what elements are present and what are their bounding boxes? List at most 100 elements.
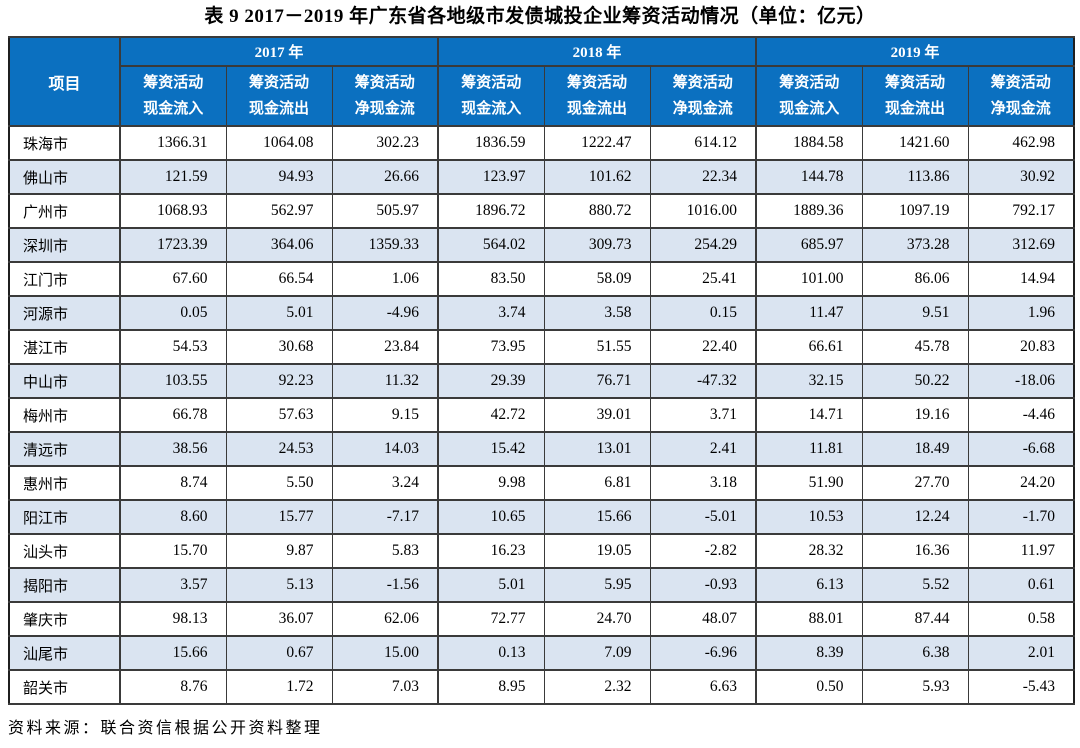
value-cell: 11.81 [755,431,863,467]
value-cell: 73.95 [437,329,545,365]
value-cell: 1.72 [225,669,333,705]
value-cell: 54.53 [119,329,227,365]
value-cell: 28.32 [755,533,863,569]
table-row: 佛山市 121.59 94.93 26.66 123.97 101.62 22.34 144.… [8,159,1075,195]
value-cell: 3.24 [331,465,439,501]
value-cell: 9.98 [437,465,545,501]
value-cell: 3.74 [437,295,545,331]
value-cell: 1836.59 [437,125,545,161]
city-name: 深圳市 [8,227,121,263]
column-header-2018-net: 筹资活动 净现金流 [649,65,757,127]
value-cell: 8.95 [437,669,545,705]
table-row: 江门市 67.60 66.54 1.06 83.50 58.09 25.41 101.00 86… [8,261,1075,297]
value-cell: 88.01 [755,601,863,637]
value-cell: 3.18 [649,465,757,501]
value-cell: 1366.31 [119,125,227,161]
value-cell: 6.63 [649,669,757,705]
subheader-row: 筹资活动 现金流入 筹资活动 现金流出 筹资活动 净现金流 筹资活动 现金流入 筹资活动 现金流出… [9,65,1075,127]
column-header-2019-net: 筹资活动 净现金流 [967,65,1075,127]
value-cell: 0.58 [967,601,1075,637]
column-header-2018-outflow: 筹资活动 现金流出 [543,65,651,127]
value-cell: 5.83 [331,533,439,569]
table-row: 清远市 38.56 24.53 14.03 15.42 13.01 2.41 11.81 18.… [8,431,1075,467]
city-name: 湛江市 [8,329,121,365]
value-cell: 103.55 [119,363,227,399]
table-row: 珠海市 1366.31 1064.08 302.23 1836.59 1222.47 614… [8,125,1075,161]
value-cell: 1222.47 [543,125,651,161]
city-name: 汕头市 [8,533,121,569]
value-cell: -5.01 [649,499,757,535]
value-cell: 8.76 [119,669,227,705]
table-row: 韶关市 8.76 1.72 7.03 8.95 2.32 6.63 0.50 5.93 -5.43 [8,669,1075,705]
city-name: 中山市 [8,363,121,399]
value-cell: -47.32 [649,363,757,399]
value-cell: 24.70 [543,601,651,637]
value-cell: 0.61 [967,567,1075,603]
value-cell: 1359.33 [331,227,439,263]
value-cell: -18.06 [967,363,1075,399]
value-cell: 6.81 [543,465,651,501]
value-cell: 10.65 [437,499,545,535]
value-cell: 373.28 [861,227,969,263]
value-cell: 16.23 [437,533,545,569]
value-cell: 0.67 [225,635,333,671]
value-cell: 9.87 [225,533,333,569]
value-cell: 15.00 [331,635,439,671]
city-name: 珠海市 [8,125,121,161]
value-cell: 121.59 [119,159,227,195]
value-cell: 87.44 [861,601,969,637]
value-cell: 29.39 [437,363,545,399]
value-cell: 36.07 [225,601,333,637]
value-cell: 5.95 [543,567,651,603]
value-cell: 76.71 [543,363,651,399]
value-cell: -6.96 [649,635,757,671]
financing-activity-table: 项目 2017 年 2018 年 2019 年 筹资活动 现金流入 筹资活动 现金流出… [8,36,1075,705]
value-cell: 7.03 [331,669,439,705]
value-cell: -5.43 [967,669,1075,705]
value-cell: 18.49 [861,431,969,467]
value-cell: 11.47 [755,295,863,331]
value-cell: 62.06 [331,601,439,637]
value-cell: 123.97 [437,159,545,195]
value-cell: 3.57 [119,567,227,603]
value-cell: 1068.93 [119,193,227,229]
value-cell: 24.20 [967,465,1075,501]
value-cell: -7.17 [331,499,439,535]
table-row: 阳江市 8.60 15.77 -7.17 10.65 15.66 -5.01 10.53 12.… [8,499,1075,535]
value-cell: 101.00 [755,261,863,297]
value-cell: 10.53 [755,499,863,535]
value-cell: 254.29 [649,227,757,263]
value-cell: 5.01 [437,567,545,603]
value-cell: -4.96 [331,295,439,331]
value-cell: 15.66 [543,499,651,535]
table-row: 肇庆市 98.13 36.07 62.06 72.77 24.70 48.07 88.01 87… [8,601,1075,637]
value-cell: 5.50 [225,465,333,501]
value-cell: 22.40 [649,329,757,365]
value-cell: 462.98 [967,125,1075,161]
value-cell: 66.54 [225,261,333,297]
value-cell: -0.93 [649,567,757,603]
city-name: 清远市 [8,431,121,467]
source-note: 资料来源：联合资信根据公开资料整理 [8,720,323,737]
value-cell: 50.22 [861,363,969,399]
value-cell: 3.71 [649,397,757,433]
value-cell: 26.66 [331,159,439,195]
value-cell: 564.02 [437,227,545,263]
value-cell: 30.68 [225,329,333,365]
table-row: 汕头市 15.70 9.87 5.83 16.23 19.05 -2.82 28.32 16.3… [8,533,1075,569]
value-cell: 0.05 [119,295,227,331]
table-title: 表 9 2017－2019 年广东省各地级市发债城投企业筹资活动情况（单位：亿元… [204,6,876,27]
value-cell: 1.06 [331,261,439,297]
column-header-2019-inflow: 筹资活动 现金流入 [755,65,863,127]
city-name: 河源市 [8,295,121,331]
value-cell: 0.15 [649,295,757,331]
value-cell: 9.15 [331,397,439,433]
table-row: 深圳市 1723.39 364.06 1359.33 564.02 309.73 254.2… [8,227,1075,263]
value-cell: 1723.39 [119,227,227,263]
value-cell: 5.52 [861,567,969,603]
column-header-2019-outflow: 筹资活动 现金流出 [861,65,969,127]
value-cell: 0.50 [755,669,863,705]
column-header-2017-outflow: 筹资活动 现金流出 [225,65,333,127]
column-header-2018-inflow: 筹资活动 现金流入 [437,65,545,127]
value-cell: 12.24 [861,499,969,535]
